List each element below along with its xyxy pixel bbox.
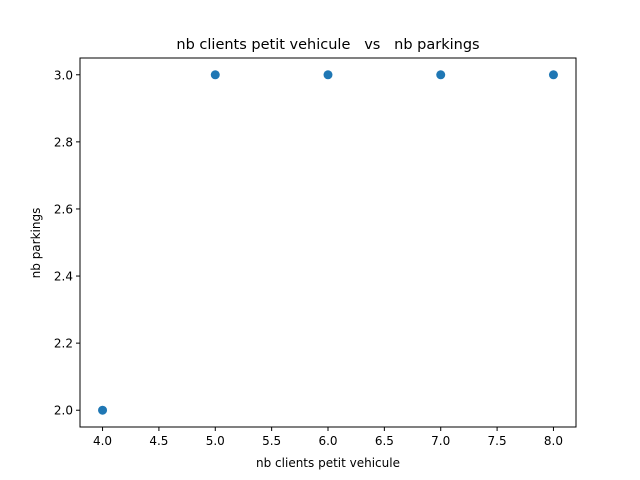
y-axis-ticks: 2.0 2.2 2.4 2.6 2.8 3.0: [54, 68, 80, 418]
data-point: [210, 70, 220, 80]
axes-frame: [79, 57, 577, 428]
y-tick-label: 2.8: [54, 135, 73, 149]
chart-title: nb clients petit vehicule vs nb parkings: [176, 37, 479, 53]
x-axis-label: nb clients petit vehicule: [256, 456, 400, 470]
y-axis-label: nb parkings: [29, 208, 43, 279]
x-tick-label: 6.0: [318, 434, 337, 448]
x-tick-label: 4.5: [149, 434, 168, 448]
y-tick-label: 3.0: [54, 68, 73, 82]
x-tick-label: 5.0: [206, 434, 225, 448]
x-tick-label: 7.5: [488, 434, 507, 448]
data-point: [548, 70, 558, 80]
data-point: [436, 70, 446, 80]
x-tick-label: 7.0: [431, 434, 450, 448]
x-tick-label: 4.0: [93, 434, 112, 448]
data-point: [98, 405, 108, 415]
y-tick-label: 2.4: [54, 270, 73, 284]
y-tick-label: 2.0: [54, 404, 73, 418]
data-points: [98, 70, 558, 415]
x-axis-ticks: 4.0 4.5 5.0 5.5 6.0 6.5 7.0 7.5 8.0: [93, 427, 563, 448]
x-tick-label: 5.5: [262, 434, 281, 448]
x-tick-label: 6.5: [375, 434, 394, 448]
x-tick-label: 8.0: [544, 434, 563, 448]
y-tick-label: 2.6: [54, 202, 73, 216]
y-tick-label: 2.2: [54, 337, 73, 351]
data-point: [323, 70, 333, 80]
